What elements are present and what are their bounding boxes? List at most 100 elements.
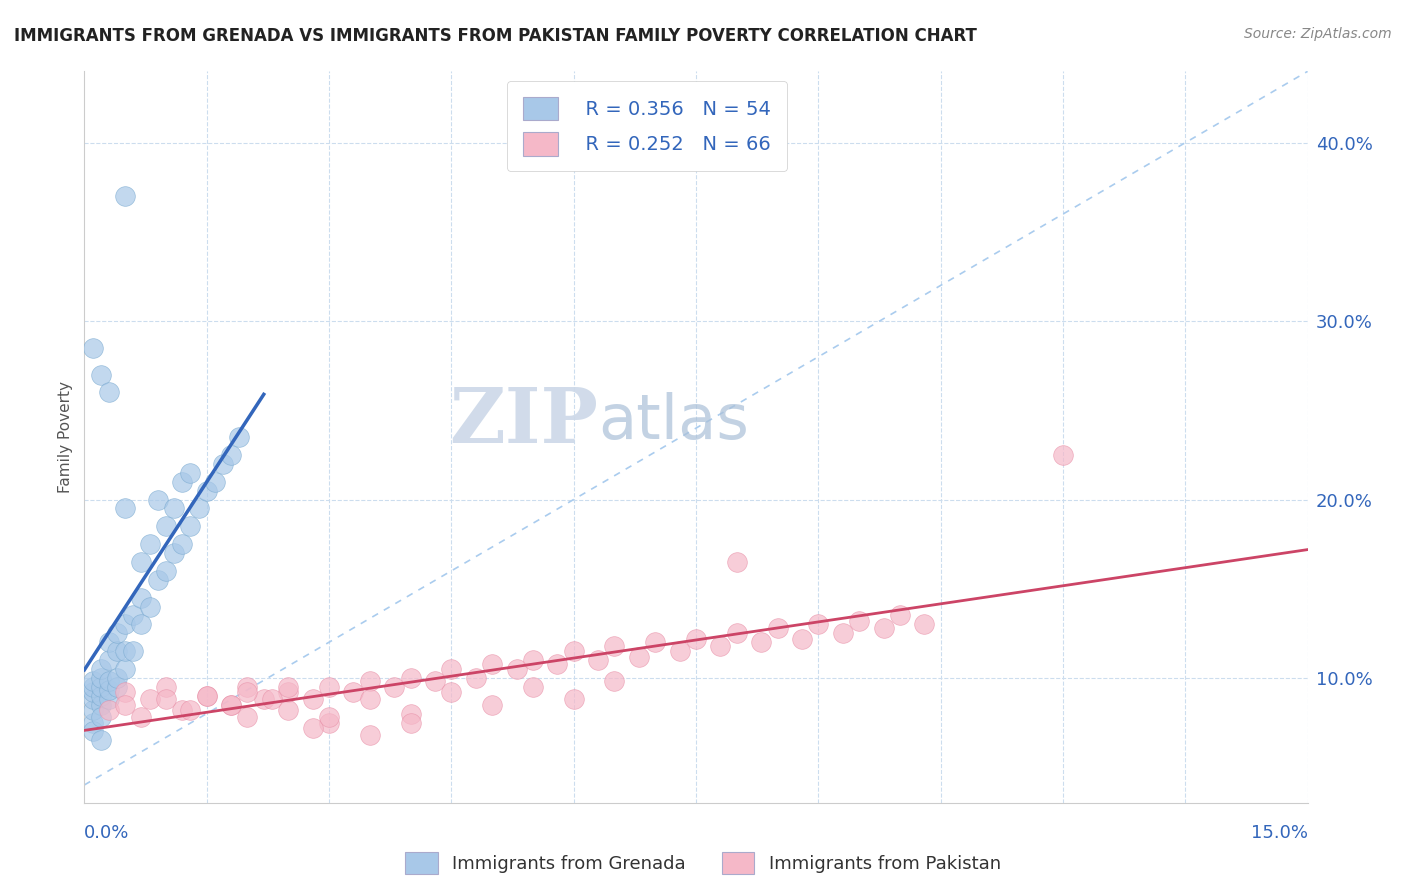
Point	[90, 368, 112, 382]
Point	[586, 653, 609, 667]
Point	[464, 671, 486, 685]
Point	[195, 689, 218, 703]
Point	[481, 657, 503, 671]
Point	[603, 639, 626, 653]
Legend: Immigrants from Grenada, Immigrants from Pakistan: Immigrants from Grenada, Immigrants from…	[396, 843, 1010, 883]
Point	[82, 703, 104, 717]
Point	[382, 680, 405, 694]
Point	[114, 662, 136, 676]
Point	[342, 685, 364, 699]
Point	[790, 632, 813, 646]
Point	[90, 680, 112, 694]
Point	[163, 546, 186, 560]
Point	[359, 674, 381, 689]
Point	[219, 448, 242, 462]
Point	[82, 680, 104, 694]
Point	[889, 608, 911, 623]
Point	[749, 635, 772, 649]
Text: ZIP: ZIP	[450, 385, 598, 459]
Point	[82, 674, 104, 689]
Text: 15.0%: 15.0%	[1250, 824, 1308, 842]
Point	[195, 689, 218, 703]
Point	[97, 653, 120, 667]
Point	[236, 710, 259, 724]
Point	[505, 662, 527, 676]
Point	[97, 683, 120, 698]
Point	[155, 519, 177, 533]
Point	[546, 657, 568, 671]
Point	[481, 698, 503, 712]
Point	[146, 573, 169, 587]
Point	[97, 635, 120, 649]
Point	[163, 501, 186, 516]
Point	[97, 674, 120, 689]
Point	[105, 680, 128, 694]
Point	[399, 706, 422, 721]
Point	[399, 671, 422, 685]
Point	[359, 728, 381, 742]
Point	[301, 692, 323, 706]
Point	[195, 483, 218, 498]
Point	[872, 621, 894, 635]
Point	[260, 692, 283, 706]
Point	[105, 626, 128, 640]
Point	[562, 692, 585, 706]
Point	[644, 635, 666, 649]
Point	[187, 501, 209, 516]
Point	[212, 457, 235, 471]
Point	[82, 341, 104, 355]
Point	[146, 492, 169, 507]
Point	[725, 555, 748, 569]
Point	[709, 639, 731, 653]
Point	[807, 617, 830, 632]
Point	[236, 685, 259, 699]
Point	[172, 475, 194, 489]
Point	[627, 649, 650, 664]
Point	[114, 685, 136, 699]
Point	[179, 466, 201, 480]
Point	[131, 617, 153, 632]
Point	[131, 555, 153, 569]
Point	[1052, 448, 1074, 462]
Point	[277, 685, 299, 699]
Point	[114, 617, 136, 632]
Point	[122, 644, 145, 658]
Point	[236, 680, 259, 694]
Point	[228, 430, 250, 444]
Text: 0.0%: 0.0%	[84, 824, 129, 842]
Point	[82, 715, 104, 730]
Point	[138, 599, 160, 614]
Point	[90, 733, 112, 747]
Point	[114, 189, 136, 203]
Point	[114, 501, 136, 516]
Point	[725, 626, 748, 640]
Point	[440, 685, 463, 699]
Point	[522, 680, 544, 694]
Point	[253, 692, 276, 706]
Point	[114, 698, 136, 712]
Point	[90, 662, 112, 676]
Point	[912, 617, 935, 632]
Point	[138, 537, 160, 551]
Point	[82, 724, 104, 739]
Point	[301, 721, 323, 735]
Point	[114, 644, 136, 658]
Point	[522, 653, 544, 667]
Point	[90, 689, 112, 703]
Point	[82, 685, 104, 699]
Point	[97, 703, 120, 717]
Point	[131, 591, 153, 605]
Point	[155, 564, 177, 578]
Point	[131, 710, 153, 724]
Point	[155, 692, 177, 706]
Point	[562, 644, 585, 658]
Point	[105, 671, 128, 685]
Point	[179, 519, 201, 533]
Point	[122, 608, 145, 623]
Point	[90, 698, 112, 712]
Point	[766, 621, 789, 635]
Point	[90, 671, 112, 685]
Point	[219, 698, 242, 712]
Point	[97, 385, 120, 400]
Point	[359, 692, 381, 706]
